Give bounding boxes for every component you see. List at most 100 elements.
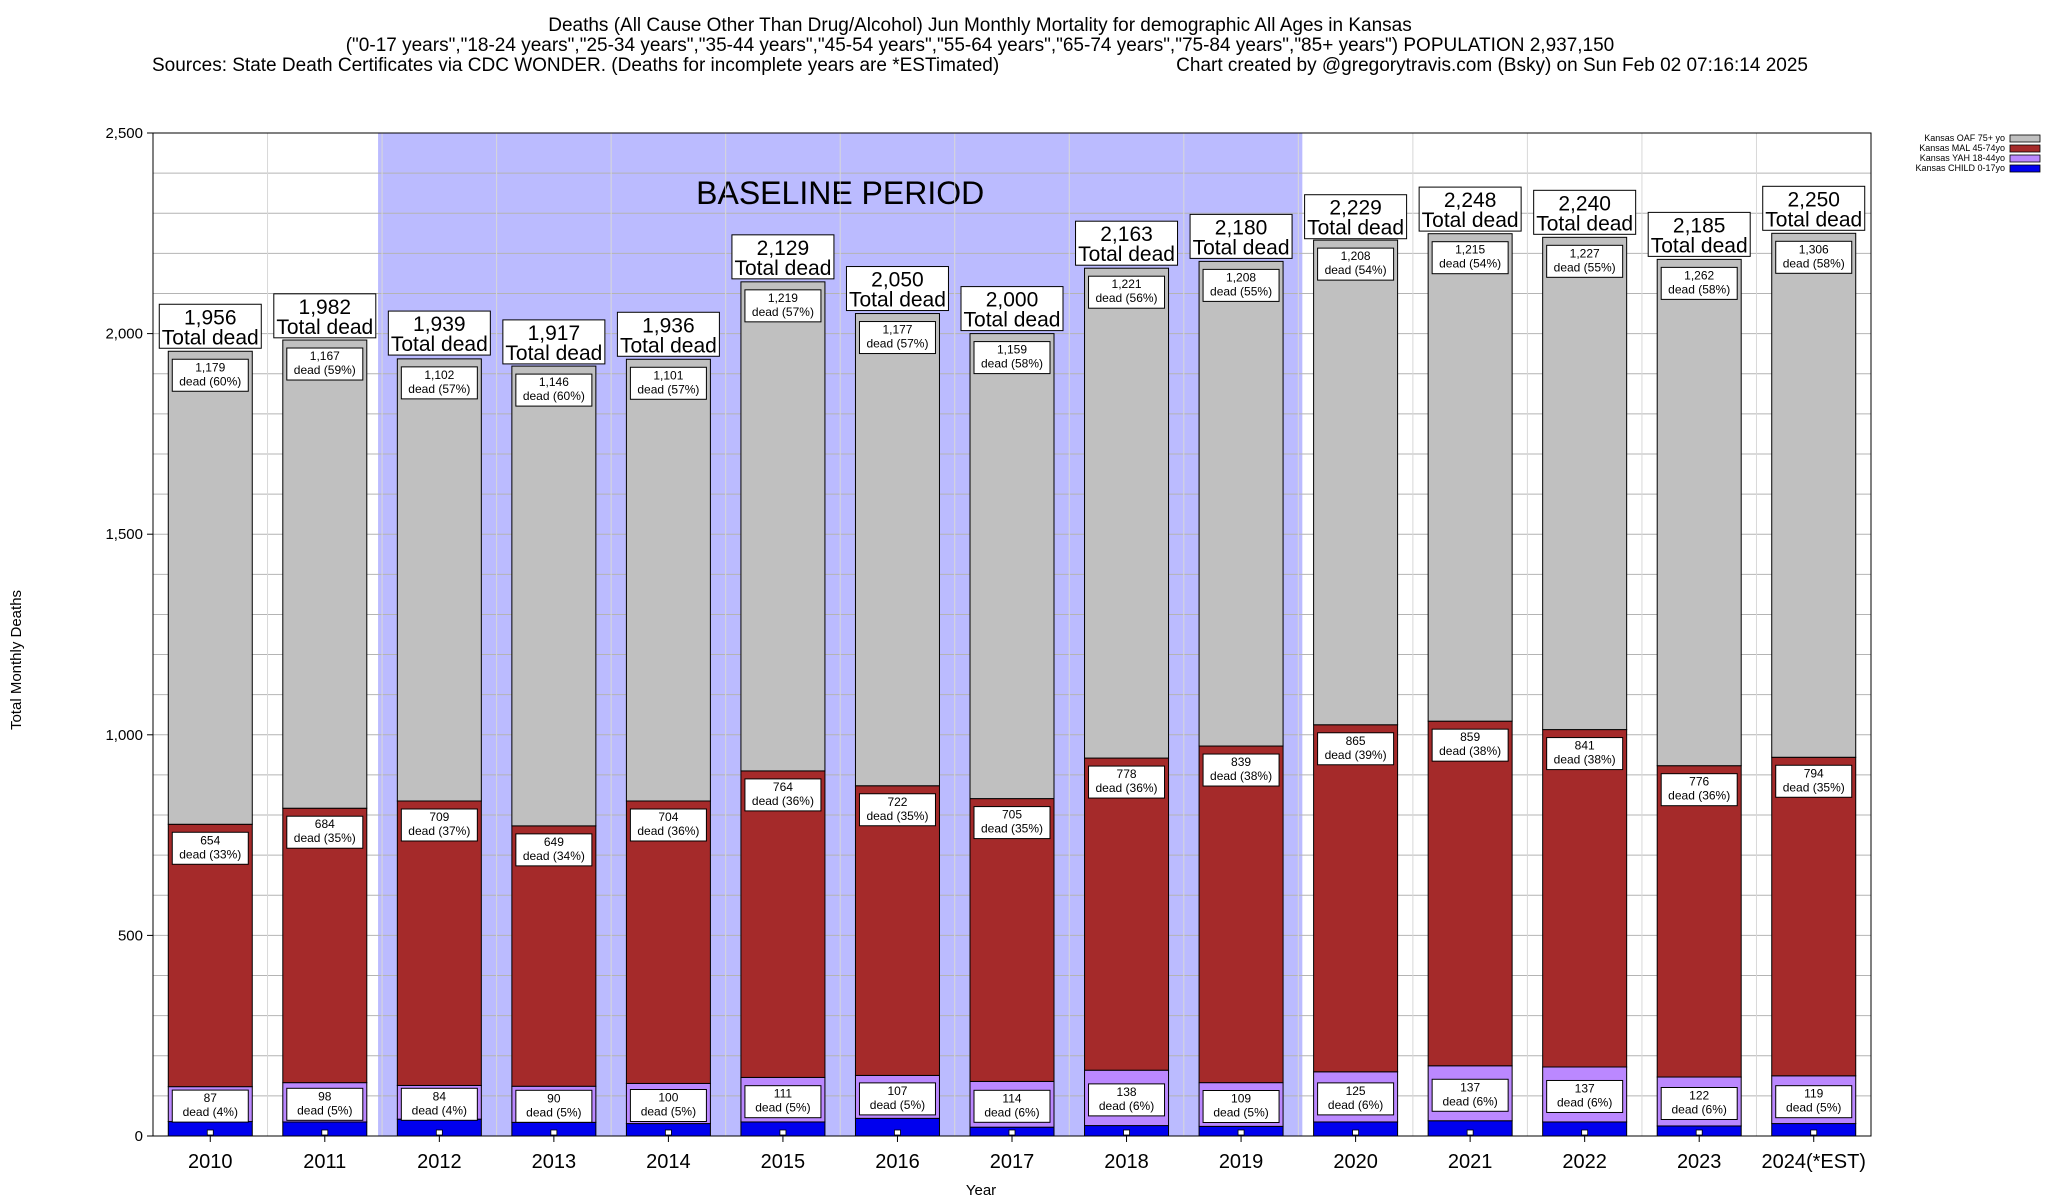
segment-label-box <box>515 1089 593 1123</box>
segment-label-box <box>171 1089 249 1123</box>
segment-label-text: dead (5%) <box>1786 1101 1841 1115</box>
segment-label-text: 87 <box>204 1091 218 1105</box>
segment-label-text: 705 <box>1002 808 1022 822</box>
segment-label-text: 794 <box>1804 766 1824 780</box>
segment-label-text: 1,167 <box>310 349 340 363</box>
total-suffix: Total dead <box>1536 212 1633 235</box>
total-value: 1,936 <box>642 314 695 337</box>
segment-label-text: dead (34%) <box>523 849 585 863</box>
segment-label-box <box>1088 1083 1166 1117</box>
segment-label-text: dead (35%) <box>294 831 356 845</box>
bar-segment <box>854 785 940 1076</box>
child-marker <box>1810 1129 1818 1136</box>
total-suffix: Total dead <box>1765 208 1862 231</box>
bar-segment <box>1198 260 1284 747</box>
total-label-box <box>731 234 835 280</box>
total-suffix: Total dead <box>1193 236 1290 259</box>
bar-segment <box>1656 765 1742 1078</box>
segment-label-text: 776 <box>1689 775 1709 789</box>
segment-label-text: 1,262 <box>1684 268 1714 282</box>
segment-label-text: 1,306 <box>1799 242 1829 256</box>
segment-label-text: dead (55%) <box>1210 284 1272 298</box>
segment-label-box <box>286 347 364 381</box>
segment-label-text: dead (58%) <box>1783 256 1845 270</box>
total-value: 2,229 <box>1329 197 1382 220</box>
segment-label-text: dead (6%) <box>1442 1094 1497 1108</box>
y-tick-label: 1,500 <box>105 526 143 543</box>
segment-label-text: 1,208 <box>1226 270 1256 284</box>
segment-label-text: dead (58%) <box>981 357 1043 371</box>
segment-label-text: 1,179 <box>195 360 225 374</box>
segment-label-text: dead (6%) <box>1672 1102 1727 1116</box>
y-axis-label: Total Monthly Deaths <box>8 590 25 730</box>
segment-label-text: dead (6%) <box>984 1105 1039 1119</box>
total-label-box <box>845 266 949 312</box>
segment-label-box <box>400 366 478 400</box>
segment-label-text: 125 <box>1346 1084 1366 1098</box>
total-suffix: Total dead <box>1078 243 1175 266</box>
bar-segment <box>511 365 597 827</box>
segment-label-text: dead (57%) <box>752 305 814 319</box>
legend-swatch <box>2009 154 2041 163</box>
segment-label-text: dead (5%) <box>870 1098 925 1112</box>
total-value: 2,050 <box>871 269 924 292</box>
total-label-box <box>158 303 262 349</box>
bar-segment <box>1198 745 1284 1084</box>
segment-label-text: 839 <box>1231 755 1251 769</box>
segment-label-box <box>171 831 249 865</box>
child-marker <box>1123 1129 1130 1136</box>
child-marker <box>779 1129 787 1136</box>
x-tick-label: 2013 <box>532 1151 577 1173</box>
segment-label-text: dead (5%) <box>641 1105 696 1119</box>
legend-swatch <box>2009 134 2041 143</box>
segment-label-box <box>286 1087 364 1121</box>
bar-segment <box>740 770 826 1078</box>
segment-label-text: 84 <box>433 1089 447 1103</box>
y-tick-label: 500 <box>118 927 143 944</box>
x-tick-label: 2023 <box>1677 1151 1722 1173</box>
bar-segment <box>1313 724 1399 1073</box>
legend-swatch <box>2009 164 2041 173</box>
segment-label-box <box>858 1082 936 1116</box>
total-value: 2,163 <box>1100 223 1153 246</box>
total-value: 1,956 <box>184 306 237 329</box>
segment-label-text: dead (36%) <box>752 794 814 808</box>
segment-label-text: dead (54%) <box>1325 263 1387 277</box>
chart-sources: Sources: State Death Certificates via CD… <box>152 55 999 76</box>
segment-label-text: dead (36%) <box>1668 789 1730 803</box>
child-marker <box>321 1129 329 1136</box>
segment-label-text: dead (33%) <box>179 847 241 861</box>
x-tick-label: 2021 <box>1448 1151 1493 1173</box>
child-marker <box>894 1129 901 1136</box>
y-tick-label: 0 <box>135 1128 143 1145</box>
segment-label-box <box>973 806 1051 840</box>
segment-label-text: dead (36%) <box>637 824 699 838</box>
segment-label-text: dead (58%) <box>1668 282 1730 296</box>
segment-label-text: dead (6%) <box>1099 1099 1154 1113</box>
segment-label-box <box>1431 728 1509 762</box>
segment-label-text: 122 <box>1689 1088 1709 1102</box>
bar-segment <box>396 800 482 1086</box>
segment-label-text: dead (36%) <box>1096 781 1158 795</box>
total-suffix: Total dead <box>1307 217 1404 240</box>
bar-segment <box>969 333 1055 800</box>
